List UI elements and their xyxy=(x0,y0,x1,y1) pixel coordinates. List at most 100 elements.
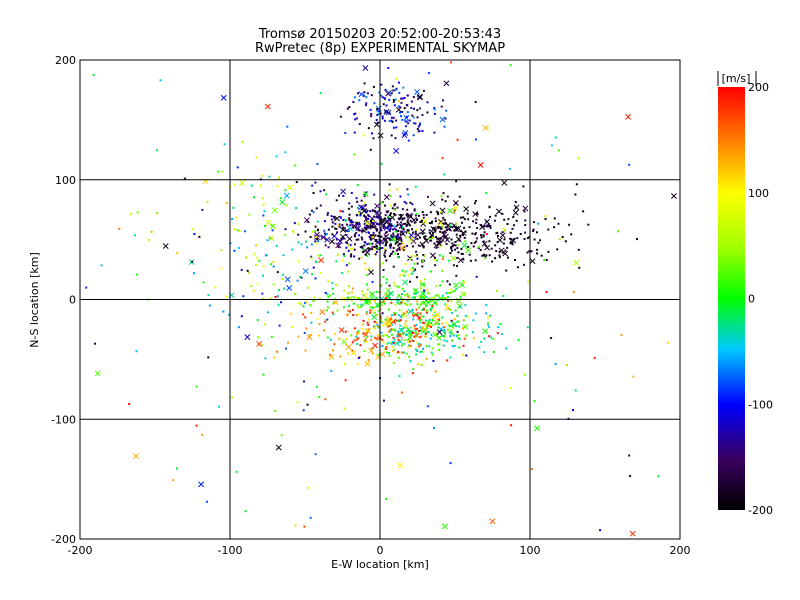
data-point xyxy=(370,132,373,135)
data-point xyxy=(439,284,442,287)
data-point xyxy=(431,220,434,223)
data-point xyxy=(245,256,248,259)
data-point xyxy=(374,226,377,229)
data-point xyxy=(401,208,404,211)
data-point xyxy=(339,239,342,242)
data-point xyxy=(487,316,490,319)
data-point xyxy=(393,227,396,230)
data-point xyxy=(324,291,327,294)
data-point xyxy=(228,313,231,316)
data-point-cross xyxy=(423,297,430,304)
data-point xyxy=(537,241,540,244)
data-point xyxy=(414,233,417,236)
data-point xyxy=(264,357,267,360)
data-point xyxy=(348,310,351,313)
data-point xyxy=(460,216,463,219)
data-point xyxy=(297,223,300,226)
data-point xyxy=(331,221,334,224)
data-point xyxy=(524,223,527,226)
data-point-cross xyxy=(393,147,400,154)
data-point xyxy=(496,241,499,244)
data-point xyxy=(532,230,535,233)
data-point xyxy=(368,224,371,227)
data-point xyxy=(256,282,259,285)
data-point xyxy=(375,290,378,293)
data-point xyxy=(443,231,446,234)
data-point xyxy=(385,104,388,107)
data-point xyxy=(276,295,279,298)
data-point xyxy=(129,213,132,216)
data-point xyxy=(333,343,336,346)
data-point xyxy=(366,274,369,277)
data-point xyxy=(367,127,370,130)
data-point xyxy=(233,228,236,231)
data-point xyxy=(385,292,388,295)
data-point xyxy=(485,233,488,236)
data-point xyxy=(370,219,373,222)
data-point xyxy=(482,253,485,256)
data-point-cross xyxy=(483,125,489,131)
data-point xyxy=(477,246,480,249)
data-point xyxy=(391,207,394,210)
data-point-cross xyxy=(284,276,291,283)
data-point-cross xyxy=(434,312,441,318)
data-point xyxy=(414,327,417,330)
data-point xyxy=(620,333,623,336)
data-point xyxy=(312,191,315,194)
data-point xyxy=(417,125,420,128)
data-point xyxy=(432,359,435,362)
data-point xyxy=(433,242,436,245)
data-point-cross xyxy=(405,326,412,333)
data-point xyxy=(436,294,439,297)
data-point-cross xyxy=(573,259,580,266)
data-point xyxy=(391,314,394,317)
data-point-cross xyxy=(279,199,286,206)
data-point xyxy=(352,296,355,299)
data-point xyxy=(439,237,442,240)
data-point xyxy=(489,215,492,218)
data-point xyxy=(317,228,320,231)
data-point xyxy=(358,123,361,126)
data-point xyxy=(403,302,406,305)
data-point xyxy=(323,232,326,235)
data-point-cross xyxy=(522,205,529,212)
data-point xyxy=(523,210,526,213)
data-point xyxy=(461,232,464,235)
data-point xyxy=(500,333,503,336)
data-point-cross xyxy=(442,233,449,240)
data-point xyxy=(383,225,386,228)
data-point xyxy=(324,320,327,323)
data-point xyxy=(410,100,413,103)
data-point xyxy=(425,304,428,307)
data-point xyxy=(385,278,388,281)
data-point xyxy=(361,290,364,293)
data-point xyxy=(373,336,376,339)
data-point xyxy=(406,208,409,211)
data-point xyxy=(391,228,394,231)
data-point xyxy=(460,247,463,250)
data-point xyxy=(133,234,136,237)
data-point xyxy=(508,167,511,170)
data-point xyxy=(396,333,399,336)
data-point xyxy=(372,220,375,223)
data-point xyxy=(387,66,390,69)
data-point xyxy=(422,254,425,257)
data-point xyxy=(368,235,371,238)
data-point xyxy=(332,349,335,352)
data-point xyxy=(345,338,348,341)
data-point xyxy=(262,203,265,206)
data-point xyxy=(427,324,430,327)
data-point xyxy=(545,291,548,294)
data-point xyxy=(310,255,313,258)
data-point xyxy=(503,238,506,241)
data-point xyxy=(326,300,329,303)
data-point xyxy=(388,217,391,220)
data-point xyxy=(347,207,350,210)
data-point xyxy=(331,311,334,314)
data-point-cross xyxy=(382,237,389,244)
data-point xyxy=(388,354,391,357)
data-point xyxy=(393,281,396,284)
data-point xyxy=(503,218,506,221)
data-point xyxy=(388,351,391,354)
data-point xyxy=(501,212,504,215)
